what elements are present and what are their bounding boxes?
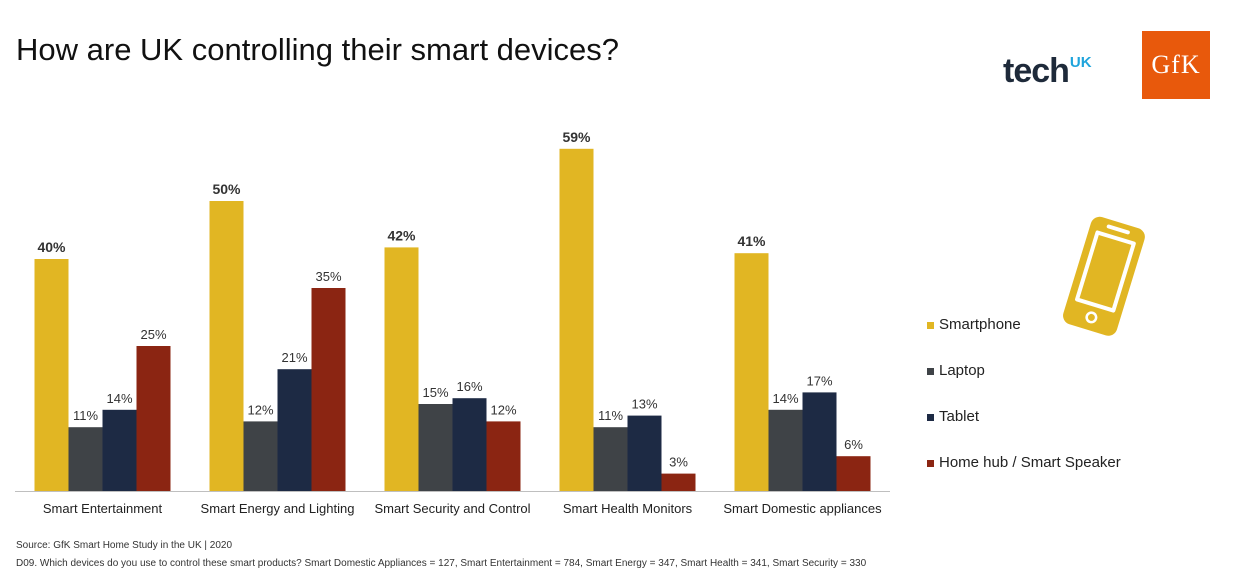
data-label-smartphone-smart-domestic-appliances: 41% [737, 233, 766, 249]
category-label-smart-health-monitors: Smart Health Monitors [563, 501, 693, 516]
bar-tablet-smart-domestic-appliances [802, 392, 837, 491]
legend-label-laptop: Laptop [939, 362, 985, 379]
data-label-smartphone-smart-energy-and-lighting: 50% [212, 181, 241, 197]
bar-laptop-smart-security-and-control [418, 404, 453, 491]
legend-swatch-laptop [927, 368, 934, 375]
data-label-laptop-smart-health-monitors: 11% [598, 408, 623, 423]
bar-tablet-smart-energy-and-lighting [277, 369, 312, 491]
bar-home-hub-smart-speaker-smart-domestic-appliances [836, 456, 871, 491]
bar-chart: 40% 11% 14% 25% Smart Entertainment 50% 12% 21%… [15, 129, 890, 516]
techuk-logo-text: tech [1003, 52, 1070, 90]
data-label-smartphone-smart-security-and-control: 42% [387, 227, 416, 243]
data-label-laptop-smart-security-and-control: 15% [422, 385, 448, 400]
bar-tablet-smart-security-and-control [452, 398, 487, 491]
techuk-logo: techUK [1003, 52, 1092, 91]
legend-swatch-tablet [927, 414, 934, 421]
legend-label-home-hub-smart-speaker: Home hub / Smart Speaker [939, 454, 1121, 471]
source-note: Source: GfK Smart Home Study in the UK |… [16, 540, 233, 551]
data-label-home-hub-smart-speaker-smart-entertainment: 25% [140, 327, 166, 342]
bar-home-hub-smart-speaker-smart-security-and-control [486, 421, 521, 491]
data-label-laptop-smart-domestic-appliances: 14% [772, 391, 798, 406]
bar-smartphone-smart-health-monitors [559, 148, 594, 492]
bar-smartphone-smart-domestic-appliances [734, 253, 769, 491]
gfk-logo-text: GfK [1151, 50, 1201, 79]
category-label-smart-entertainment: Smart Entertainment [43, 501, 163, 516]
data-label-home-hub-smart-speaker-smart-health-monitors: 3% [669, 455, 688, 470]
bar-tablet-smart-entertainment [102, 409, 137, 491]
data-label-home-hub-smart-speaker-smart-security-and-control: 12% [490, 402, 516, 417]
data-label-tablet-smart-energy-and-lighting: 21% [281, 350, 307, 365]
gfk-logo: GfK [1142, 31, 1210, 99]
bar-laptop-smart-entertainment [68, 427, 103, 491]
question-note: D09. Which devices do you use to control… [16, 558, 867, 569]
legend-item-tablet: Tablet [927, 408, 1227, 454]
page-title: How are UK controlling their smart devic… [16, 32, 620, 67]
data-label-tablet-smart-health-monitors: 13% [631, 397, 657, 412]
techuk-logo-sup: UK [1069, 54, 1092, 71]
bar-home-hub-smart-speaker-smart-entertainment [136, 346, 171, 491]
data-label-tablet-smart-entertainment: 14% [106, 391, 132, 406]
legend-item-laptop: Laptop [927, 362, 1227, 408]
data-label-home-hub-smart-speaker-smart-energy-and-lighting: 35% [315, 269, 341, 284]
legend-swatch-home-hub-smart-speaker [927, 460, 934, 467]
legend-label-tablet: Tablet [939, 408, 980, 425]
data-label-tablet-smart-domestic-appliances: 17% [806, 373, 832, 388]
data-label-smartphone-smart-health-monitors: 59% [562, 129, 591, 145]
bar-laptop-smart-health-monitors [593, 427, 628, 491]
data-label-laptop-smart-energy-and-lighting: 12% [247, 402, 273, 417]
bar-tablet-smart-health-monitors [627, 415, 662, 491]
legend-item-smartphone: Smartphone [927, 316, 1227, 362]
data-label-tablet-smart-security-and-control: 16% [456, 379, 482, 394]
bar-laptop-smart-energy-and-lighting [243, 421, 278, 491]
bar-smartphone-smart-energy-and-lighting [209, 201, 244, 491]
bar-home-hub-smart-speaker-smart-health-monitors [661, 473, 696, 491]
bar-smartphone-smart-security-and-control [384, 247, 419, 491]
bar-smartphone-smart-entertainment [34, 259, 69, 491]
legend-item-home-hub-smart-speaker: Home hub / Smart Speaker [927, 454, 1227, 500]
chart-legend: Smartphone Laptop Tablet Home hub / Smart S… [927, 316, 1227, 500]
bar-home-hub-smart-speaker-smart-energy-and-lighting [311, 288, 346, 491]
data-label-home-hub-smart-speaker-smart-domestic-appliances: 6% [844, 437, 863, 452]
data-label-smartphone-smart-entertainment: 40% [37, 239, 66, 255]
category-label-smart-energy-and-lighting: Smart Energy and Lighting [201, 501, 355, 516]
bar-laptop-smart-domestic-appliances [768, 409, 803, 491]
data-label-laptop-smart-entertainment: 11% [73, 408, 98, 423]
category-label-smart-domestic-appliances: Smart Domestic appliances [723, 501, 882, 516]
legend-swatch-smartphone [927, 322, 934, 329]
legend-label-smartphone: Smartphone [939, 316, 1021, 333]
smartphone-icon [1063, 216, 1145, 336]
category-label-smart-security-and-control: Smart Security and Control [374, 501, 530, 516]
